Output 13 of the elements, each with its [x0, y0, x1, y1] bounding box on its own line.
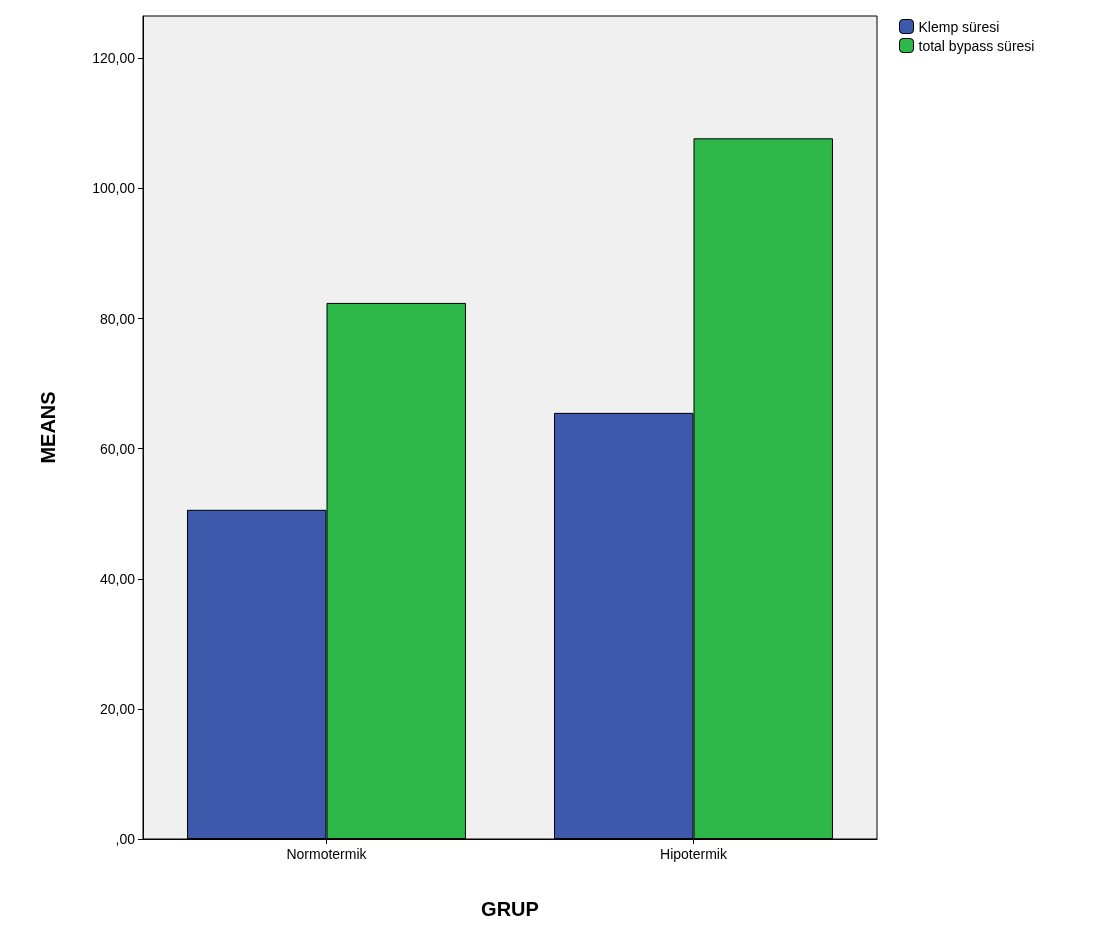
y-tick-label: 100,00 — [92, 180, 136, 197]
x-axis-title: GRUP — [481, 898, 539, 920]
x-tick-label: Hipotermik — [660, 846, 728, 862]
legend-label: Klemp süresi — [918, 18, 1000, 35]
y-tick-label: 120,00 — [92, 50, 136, 67]
y-tick-label: 80,00 — [99, 310, 136, 327]
y-tick-label: ,00 — [115, 831, 136, 847]
y-tick-label: 40,00 — [99, 570, 136, 587]
legend-label: total bypass süresi — [918, 37, 1035, 54]
y-axis-title: MEANS — [37, 391, 59, 464]
y-tick-label: 60,00 — [99, 440, 136, 457]
y-tick-label: 20,00 — [99, 700, 136, 717]
x-tick-label: Normotermik — [286, 846, 368, 862]
